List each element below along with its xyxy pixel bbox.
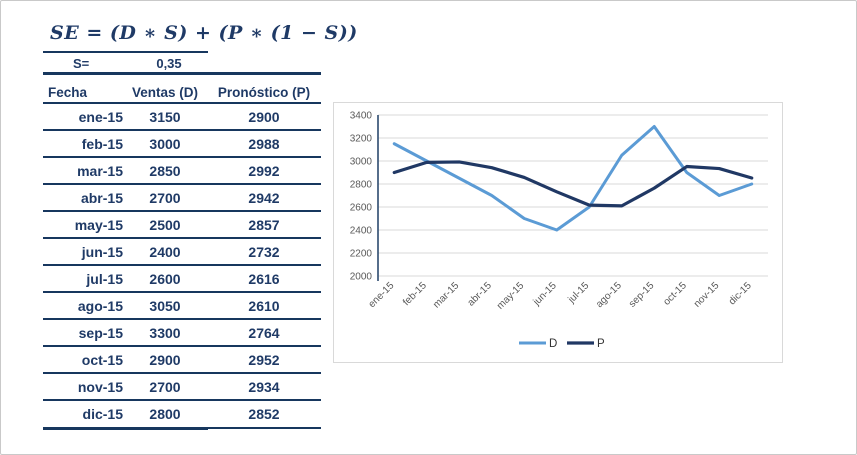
series-line-P [392, 160, 754, 208]
legend-label-D: D [549, 338, 557, 350]
y-axis-tick-label: 3000 [350, 157, 373, 168]
ventas-cell: 2600 [149, 270, 181, 287]
x-axis-tick-label: mar-15 [431, 280, 461, 310]
x-axis-tick-label: jul-15 [566, 280, 592, 306]
ventas-cell: 2900 [149, 351, 181, 368]
ventas-cell: 3150 [149, 108, 181, 125]
ventas-cell: 2850 [149, 162, 181, 179]
fecha-cell: may-15 [74, 216, 123, 233]
forecast-table: ene-15 3150 2900 feb-15 3000 2988 mar-15 2850 29… [43, 104, 321, 429]
table-row: ene-15 3150 2900 [43, 104, 321, 131]
pronostico-cell: 2732 [248, 243, 280, 260]
pronostico-cell: 2764 [248, 324, 280, 341]
table-row: jul-15 2600 2616 [43, 266, 321, 293]
smoothing-row-underline [43, 72, 321, 75]
forecast-line-chart[interactable]: 3400 3200 3000 2800 2600 2400 2200 2000 ene-15 fe… [333, 102, 783, 363]
pronostico-cell: 2852 [248, 406, 280, 422]
table-row: sep-15 3300 2764 [43, 320, 321, 347]
table-row: abr-15 2700 2942 [43, 185, 321, 212]
pronostico-cell: 2992 [248, 162, 280, 179]
x-axis-tick-label: oct-15 [661, 280, 689, 308]
table-row: oct-15 2900 2952 [43, 347, 321, 374]
header-ventas: Ventas (D) [131, 84, 199, 100]
formula-underline [43, 51, 208, 53]
pronostico-cell: 2857 [248, 216, 280, 233]
fecha-cell: feb-15 [81, 135, 123, 152]
fecha-cell: sep-15 [78, 324, 123, 341]
ventas-cell: 3000 [149, 135, 181, 152]
ventas-cell: 2400 [149, 243, 181, 260]
pronostico-cell: 2934 [248, 378, 280, 395]
pronostico-cell: 2952 [248, 351, 280, 368]
pronostico-cell: 2988 [248, 135, 280, 152]
fecha-cell: dic-15 [82, 406, 123, 422]
x-axis-tick-label: ago-15 [594, 280, 624, 310]
y-axis-tick-label: 2400 [350, 226, 373, 237]
pronostico-cell: 2616 [248, 270, 280, 287]
table-row: mar-15 2850 2992 [43, 158, 321, 185]
ventas-cell: 2500 [149, 216, 181, 233]
smoothing-formula: SE = (D ∗ S) + (P ∗ (1 − S)) [50, 22, 358, 44]
y-axis-tick-label: 2800 [350, 180, 373, 191]
x-axis-tick-label: sep-15 [627, 280, 657, 310]
ventas-cell: 3300 [149, 324, 181, 341]
x-axis-tick-label: may-15 [495, 280, 527, 312]
y-axis-tick-label: 2200 [350, 249, 373, 260]
ventas-cell: 2800 [149, 406, 181, 422]
x-axis-tick-label: feb-15 [401, 280, 429, 308]
table-row: feb-15 3000 2988 [43, 131, 321, 158]
fecha-cell: abr-15 [80, 189, 123, 206]
smoothing-constant-label: S= [73, 56, 90, 71]
table-row: dic-15 2800 2852 [43, 401, 321, 429]
table-row: nov-15 2700 2934 [43, 374, 321, 401]
fecha-cell: jul-15 [86, 270, 123, 287]
ventas-cell: 2700 [149, 378, 181, 395]
ventas-cell: 2700 [149, 189, 181, 206]
pronostico-cell: 2610 [248, 297, 280, 314]
y-axis-tick-label: 2000 [350, 272, 373, 283]
fecha-cell: oct-15 [81, 351, 123, 368]
series-line-D [392, 125, 754, 232]
header-pronostico: Pronóstico (P) [217, 84, 311, 100]
fecha-cell: nov-15 [77, 378, 123, 395]
x-axis-tick-label: dic-15 [727, 280, 754, 307]
table-row: ago-15 3050 2610 [43, 293, 321, 320]
fecha-cell: ene-15 [78, 108, 123, 125]
y-axis-tick-label: 3400 [350, 111, 373, 122]
header-fecha: Fecha [48, 84, 88, 100]
x-axis-tick-label: nov-15 [692, 280, 722, 310]
table-row: may-15 2500 2857 [43, 212, 321, 239]
header-underline [43, 102, 321, 104]
x-axis-tick-label: ene-15 [367, 280, 397, 310]
x-axis-tick-label: abr-15 [466, 280, 495, 309]
legend-label-P: P [597, 338, 605, 350]
ventas-cell: 3050 [149, 297, 181, 314]
y-axis-tick-label: 2600 [350, 203, 373, 214]
fecha-cell: ago-15 [77, 297, 123, 314]
pronostico-cell: 2942 [248, 189, 280, 206]
x-axis-tick-label: jun-15 [531, 280, 559, 308]
table-header-row: Fecha Ventas (D) Pronóstico (P) [43, 83, 321, 101]
pronostico-cell: 2900 [248, 108, 280, 125]
smoothing-constant-value: 0,35 [156, 56, 182, 71]
fecha-cell: jun-15 [81, 243, 123, 260]
fecha-cell: mar-15 [77, 162, 123, 179]
table-bottom-accent [43, 427, 208, 430]
table-row: jun-15 2400 2732 [43, 239, 321, 266]
y-axis-tick-label: 3200 [350, 134, 373, 145]
